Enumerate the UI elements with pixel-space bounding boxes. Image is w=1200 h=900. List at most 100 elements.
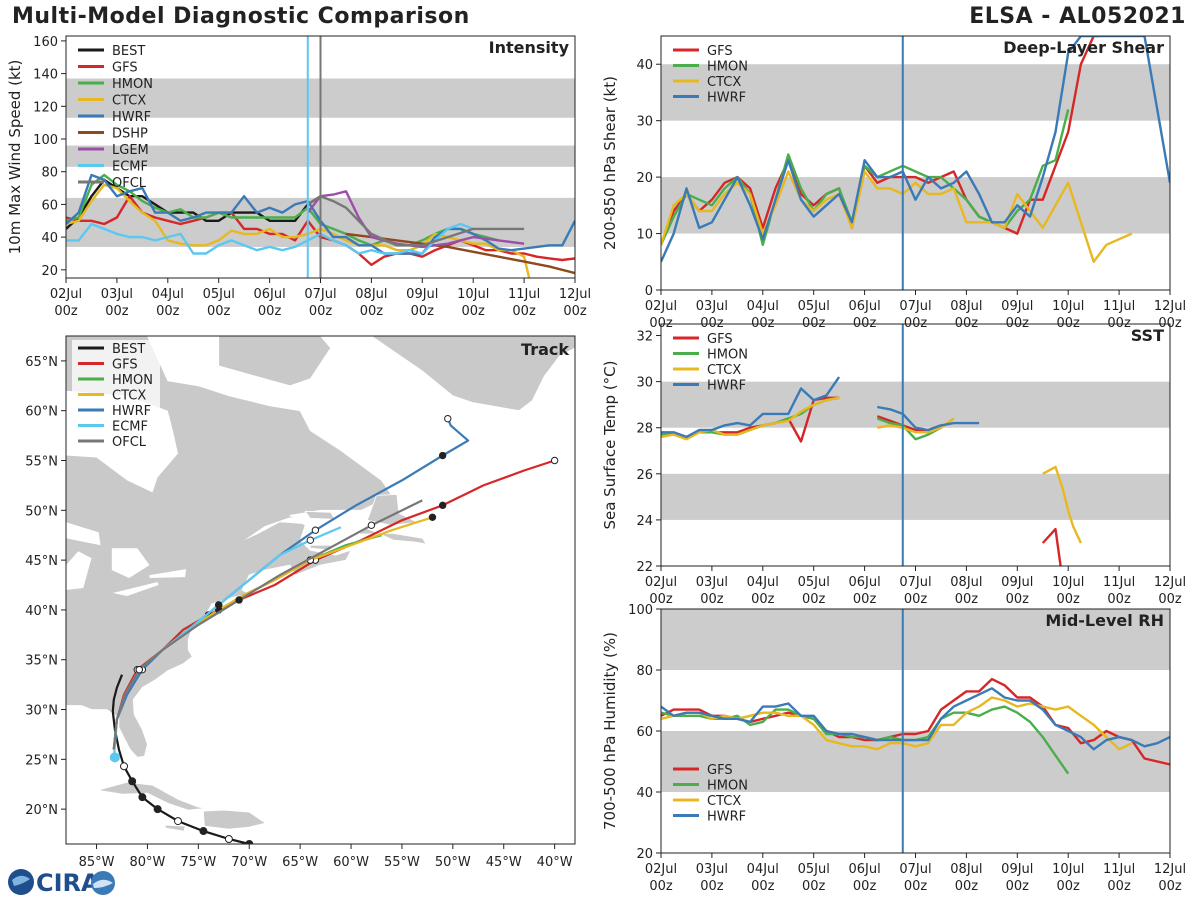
legend-label-dshp: DSHP (112, 127, 148, 142)
track-point-best (173, 817, 182, 826)
legend-label-hwrf: HWRF (707, 91, 746, 106)
legend-label-lgem: LGEM (112, 143, 149, 158)
shear-xtick-date: 05Jul (798, 299, 830, 314)
legend-label-hwrf: HWRF (112, 110, 151, 125)
legend-label-ctcx: CTCX (112, 389, 146, 404)
track-point-hwrf (311, 526, 320, 534)
sst-xtick-date: 12Jul (1154, 575, 1186, 590)
legend-label-hmon: HMON (112, 77, 153, 92)
track-point-ofcl (135, 665, 143, 674)
shear-ytick-label: 20 (636, 171, 653, 186)
intensity-xtick-date: 02Jul (50, 287, 82, 302)
legend-label-ctcx: CTCX (707, 794, 741, 809)
shear-xtick-date: 08Jul (950, 299, 982, 314)
rh-xtick-date: 09Jul (1001, 862, 1033, 877)
rh-xtick-date: 07Jul (899, 862, 931, 877)
legend-label-gfs: GFS (112, 358, 138, 373)
rh-xtick-hour: 00z (649, 879, 673, 894)
legend-label-hmon: HMON (707, 348, 748, 363)
intensity-xtick-hour: 00z (462, 304, 486, 319)
legend-label-gfs: GFS (707, 332, 733, 347)
shear-title: Deep-Layer Shear (1003, 38, 1164, 57)
shear-series-group (661, 36, 1170, 263)
rh-xtick-date: 08Jul (950, 862, 982, 877)
lake-ontario-water (149, 569, 187, 578)
track-point-ofcl (235, 596, 243, 604)
legend-label-ofcl: OFCL (112, 176, 147, 191)
shear-xtick-date: 11Jul (1103, 299, 1135, 314)
track-panel: 85°W 80°W 75°W 70°W 65°W 60°W 55°W 50°W 45°W 40°W… (25, 335, 576, 870)
sst-ytick-label: 32 (636, 330, 653, 345)
track-point-best (245, 840, 254, 844)
sst-xtick-date: 08Jul (950, 575, 982, 590)
track-point-gfs (438, 501, 447, 510)
sst-title: SST (1131, 326, 1164, 345)
track-ytick-label: 50°N (25, 504, 58, 519)
rh-xtick-date: 11Jul (1103, 862, 1135, 877)
rh-ylabel: 700-500 hPa Humidity (%) (601, 632, 619, 830)
rh-xtick-hour: 00z (751, 879, 775, 894)
shear-ytick-label: 40 (636, 58, 653, 73)
lake-michigan-water (66, 551, 92, 590)
rh-xtick-hour: 00z (700, 879, 724, 894)
shear-panel: 01020304002Jul00z03Jul00z04Jul00z05Jul00… (601, 35, 1186, 331)
intensity-ylabel: 10m Max Wind Speed (kt) (6, 60, 24, 255)
intensity-xtick-hour: 00z (258, 304, 282, 319)
track-point-ecmf (215, 601, 223, 609)
legend-label-hwrf: HWRF (707, 810, 746, 825)
track-point-ctcx (428, 513, 437, 521)
logo-text: CIRA (36, 869, 100, 897)
sst-xtick-hour: 00z (955, 592, 979, 607)
sst-xtick-date: 10Jul (1052, 575, 1084, 590)
intensity-panel: 20 40 60 80 100 120 140 160 02Jul 00z 03Jul 00z 04Ju… (6, 35, 591, 319)
sst-xtick-date: 03Jul (696, 575, 728, 590)
legend-label-ctcx: CTCX (707, 363, 741, 378)
track-point-hwrf (438, 451, 447, 460)
legend-label-ctcx: CTCX (112, 94, 146, 109)
rh-ytick-label: 100 (628, 603, 653, 618)
rh-xtick-date: 03Jul (696, 862, 728, 877)
sst-line-gfs (1041, 527, 1062, 566)
intensity-xtick-date: 07Jul (304, 287, 336, 302)
sst-xtick-date: 04Jul (747, 575, 779, 590)
rh-xtick-hour: 00z (904, 879, 928, 894)
sst-ytick-label: 24 (636, 514, 653, 529)
legend-label-best: BEST (112, 44, 145, 59)
page-title: Multi-Model Diagnostic Comparison (12, 4, 470, 29)
intensity-ytick-label: 160 (33, 35, 58, 50)
track-frame (65, 335, 576, 845)
sst-line-ctcx (877, 417, 955, 434)
rh-xtick-hour: 00z (955, 879, 979, 894)
track-xtick-label: 60°W (333, 855, 369, 870)
lake-erie-water (112, 582, 159, 596)
sst-ytick-label: 28 (636, 422, 653, 437)
shear-ytick-label: 10 (636, 228, 653, 243)
intensity-xtick-date: 05Jul (203, 287, 235, 302)
intensity-xtick-date: 03Jul (101, 287, 133, 302)
rh-xtick-date: 04Jul (747, 862, 779, 877)
intensity-ytick-label: 140 (33, 68, 58, 83)
sst-xtick-hour: 00z (904, 592, 928, 607)
st-lawrence-water (244, 517, 308, 541)
intensity-xtick-date: 12Jul (559, 287, 591, 302)
rh-xtick-date: 10Jul (1052, 862, 1084, 877)
track-xtick-label: 45°W (486, 855, 522, 870)
legend-label-ctcx: CTCX (707, 75, 741, 90)
rh-series-group (661, 677, 1170, 775)
cira-logo-graphic: CIRA (8, 869, 115, 897)
intensity-xtick-date: 09Jul (406, 287, 438, 302)
rh-title: Mid-Level RH (1045, 611, 1164, 630)
legend-label-hmon: HMON (707, 60, 748, 75)
sst-xtick-hour: 00z (1006, 592, 1030, 607)
storm-id: ELSA - AL052021 (969, 4, 1186, 29)
baffin-land (218, 336, 332, 387)
legend-label-ofcl: OFCL (112, 435, 147, 450)
sst-xtick-hour: 00z (802, 592, 826, 607)
track-ytick-label: 60°N (25, 405, 58, 420)
track-title: Track (521, 340, 569, 359)
jamaica-land (164, 824, 186, 832)
shear-xtick-date: 07Jul (899, 299, 931, 314)
shear-line-hwrf (661, 36, 1170, 263)
intensity-xtick-date: 04Jul (152, 287, 184, 302)
